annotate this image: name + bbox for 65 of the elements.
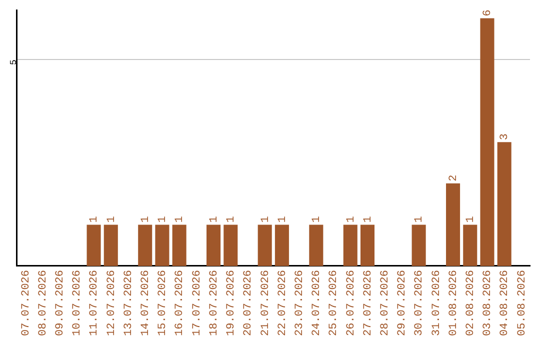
bar	[309, 224, 324, 266]
bar	[463, 224, 478, 266]
bar	[343, 224, 358, 266]
x-tick-label: 11.07.2026	[88, 270, 101, 336]
x-tick-label: 08.07.2026	[37, 270, 50, 336]
bar	[446, 183, 460, 266]
bar	[172, 224, 186, 266]
x-tick-label: 25.07.2026	[328, 270, 340, 336]
x-tick-label: 13.07.2026	[122, 270, 135, 336]
x-tick-label: 01.08.2026	[448, 270, 460, 336]
x-tick-label: 28.07.2026	[380, 270, 392, 336]
x-tick-label: 30.07.2026	[414, 270, 426, 336]
x-tick-label: 04.08.2026	[499, 270, 512, 336]
bar	[104, 224, 118, 266]
data-label: 1	[276, 216, 289, 223]
x-tick-label: 05.08.2026	[516, 270, 528, 336]
x-tick-label: 20.07.2026	[242, 270, 255, 336]
data-label: 6	[482, 10, 494, 16]
data-label: 1	[362, 216, 374, 223]
data-label: 1	[465, 216, 478, 223]
data-label: 1	[226, 216, 238, 223]
bar	[480, 18, 494, 266]
data-label: 1	[414, 216, 426, 223]
x-tick-label: 27.07.2026	[362, 270, 374, 336]
data-label: 1	[140, 216, 152, 223]
bar	[412, 224, 426, 266]
x-tick-label: 16.07.2026	[174, 270, 186, 336]
x-tick-label: 02.08.2026	[465, 270, 478, 336]
data-label: 3	[499, 134, 512, 140]
data-label: 1	[88, 216, 101, 223]
x-tick-label: 24.07.2026	[311, 270, 324, 336]
x-tick-label: 21.07.2026	[260, 270, 272, 336]
bar	[258, 224, 272, 266]
x-tick-label: 14.07.2026	[140, 270, 152, 336]
bar	[224, 224, 238, 266]
bar	[206, 224, 221, 266]
x-tick-label: 10.07.2026	[72, 270, 84, 336]
bar	[360, 224, 374, 266]
x-tick-label: 07.07.2026	[20, 270, 32, 336]
x-tick-label: 17.07.2026	[191, 270, 204, 336]
x-tick-label: 03.08.2026	[482, 270, 494, 336]
x-tick-label: 09.07.2026	[54, 270, 66, 336]
data-label: 2	[448, 174, 460, 182]
bar	[138, 224, 152, 266]
x-tick-label: 26.07.2026	[345, 270, 358, 336]
bar	[155, 224, 170, 266]
x-tick-label: 15.07.2026	[157, 270, 170, 336]
data-label: 1	[311, 216, 324, 223]
x-tick-label: 23.07.2026	[294, 270, 306, 336]
data-label: 1	[106, 216, 118, 223]
data-label: 1	[260, 216, 272, 223]
bar	[274, 224, 289, 266]
bar	[497, 142, 512, 266]
x-tick-label: 22.07.2026	[276, 270, 289, 336]
data-label: 1	[174, 216, 186, 223]
data-label: 1	[345, 216, 358, 223]
x-tick-label: 19.07.2026	[226, 270, 238, 336]
x-tick-label: 31.07.2026	[430, 270, 443, 336]
x-tick-label: 29.07.2026	[396, 270, 409, 336]
data-label: 1	[208, 216, 220, 223]
x-tick-label: 12.07.2026	[106, 270, 118, 336]
y-tick-label: 5	[9, 60, 20, 65]
data-label: 1	[157, 216, 170, 223]
x-tick-label: 18.07.2026	[208, 270, 220, 336]
bar	[86, 224, 101, 266]
